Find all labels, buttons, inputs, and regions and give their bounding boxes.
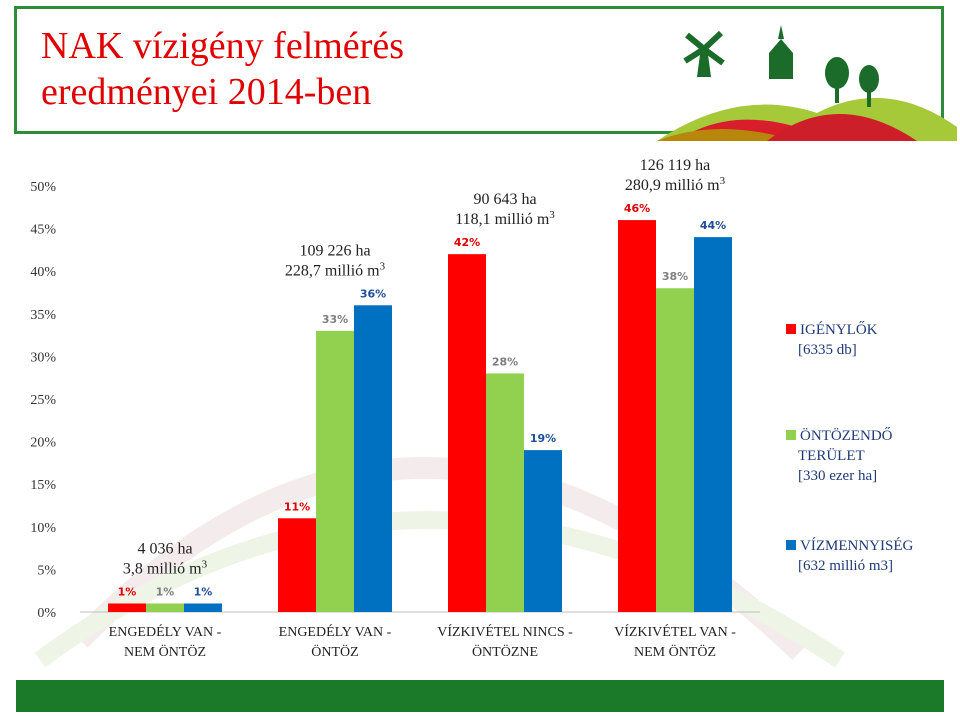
- legend-label: [6335 db]: [798, 342, 857, 358]
- category-label: ÖNTÖZNE: [472, 643, 538, 660]
- group-annotation-line: 90 643 ha: [473, 191, 536, 208]
- y-tick-label: 5%: [37, 563, 56, 578]
- group-annotation-line: 3,8 millió m3: [123, 558, 208, 577]
- rural-landscape-logo: [657, 25, 957, 141]
- bar: [184, 603, 222, 612]
- data-label: 11%: [284, 500, 310, 513]
- data-label: 1%: [194, 585, 213, 598]
- bar: [524, 450, 562, 612]
- data-label: 36%: [360, 287, 386, 300]
- data-label: 19%: [530, 432, 556, 445]
- page-title: NAK vízigény felmérés eredményei 2014-be…: [41, 23, 601, 115]
- category-label: ÖNTÖZ: [311, 643, 358, 660]
- category-label: NEM ÖNTÖZ: [634, 643, 716, 660]
- data-label: 1%: [118, 585, 137, 598]
- legend-label: ÖNTÖZENDŐ: [800, 427, 893, 444]
- bar: [486, 373, 524, 612]
- category-label: NEM ÖNTÖZ: [124, 643, 206, 660]
- legend-label: IGÉNYLŐK: [800, 321, 878, 338]
- legend-label: TERÜLET: [798, 447, 865, 464]
- group-annotation-line: 109 226 ha: [299, 242, 370, 259]
- y-tick-label: 45%: [30, 223, 56, 238]
- chart-svg: 0% 5% 10% 15% 20% 25% 30% 35% 40% 45% 50% 1% 11% 42%…: [30, 157, 913, 668]
- data-label: 38%: [662, 270, 688, 283]
- category-label: ENGEDÉLY VAN -: [109, 623, 222, 640]
- data-label: 42%: [454, 236, 480, 249]
- bar: [316, 330, 354, 612]
- y-tick-label: 10%: [30, 521, 56, 536]
- group-annotation-line: 126 119 ha: [640, 157, 711, 174]
- bars: [108, 220, 732, 612]
- title-frame: NAK vízigény felmérés eredményei 2014-be…: [14, 6, 957, 141]
- y-tick-label: 25%: [30, 393, 56, 408]
- data-label: 46%: [624, 202, 650, 215]
- category-label: VÍZKIVÉTEL NINCS -: [437, 623, 573, 640]
- bar: [656, 288, 694, 612]
- bar: [278, 518, 316, 612]
- bar: [108, 603, 146, 612]
- bar: [618, 220, 656, 612]
- bar: [146, 603, 184, 612]
- data-label: 1%: [156, 585, 175, 598]
- data-label: 44%: [700, 219, 726, 232]
- data-label: 28%: [492, 355, 518, 368]
- group-annotation-line: 228,7 millió m3: [285, 260, 386, 279]
- data-label: 33%: [322, 313, 348, 326]
- legend-swatch: [786, 540, 796, 550]
- legend-label: VÍZMENNYISÉG: [800, 537, 913, 554]
- legend-label: [330 ezer ha]: [798, 468, 877, 484]
- bar: [694, 237, 732, 612]
- y-tick-label: 35%: [30, 308, 56, 323]
- group-annotation-line: 118,1 millió m3: [455, 209, 555, 228]
- data-labels: 1% 11% 42% 46% 1% 33% 28% 38% 1% 36% 19% 44%: [118, 202, 727, 598]
- y-tick-label: 30%: [30, 350, 56, 365]
- title-line-2: eredményei 2014-ben: [41, 71, 372, 113]
- legend: IGÉNYLŐK [6335 db] ÖNTÖZENDŐ TERÜLET [330 ez…: [786, 321, 913, 574]
- bar-chart: 0% 5% 10% 15% 20% 25% 30% 35% 40% 45% 50% 1% 11% 42%…: [0, 140, 960, 680]
- y-tick-label: 40%: [30, 265, 56, 280]
- legend-swatch: [786, 430, 796, 440]
- y-tick-label: 0%: [37, 606, 56, 621]
- y-tick-label: 20%: [30, 436, 56, 451]
- category-label: VÍZKIVÉTEL VAN -: [614, 623, 736, 640]
- bar: [448, 254, 486, 612]
- bar: [354, 305, 392, 612]
- bottom-bar: [16, 680, 944, 712]
- legend-label: [632 millió m3]: [798, 558, 893, 574]
- group-annotation-line: 4 036 ha: [137, 540, 192, 557]
- x-axis-categories: ENGEDÉLY VAN - NEM ÖNTÖZ ENGEDÉLY VAN - ÖNT…: [109, 623, 737, 660]
- category-label: ENGEDÉLY VAN -: [279, 623, 392, 640]
- y-tick-label: 15%: [30, 478, 56, 493]
- group-annotation-line: 280,9 millió m3: [625, 175, 726, 194]
- y-tick-label: 50%: [30, 180, 56, 195]
- legend-swatch: [786, 324, 796, 334]
- title-line-1: NAK vízigény felmérés: [41, 25, 404, 67]
